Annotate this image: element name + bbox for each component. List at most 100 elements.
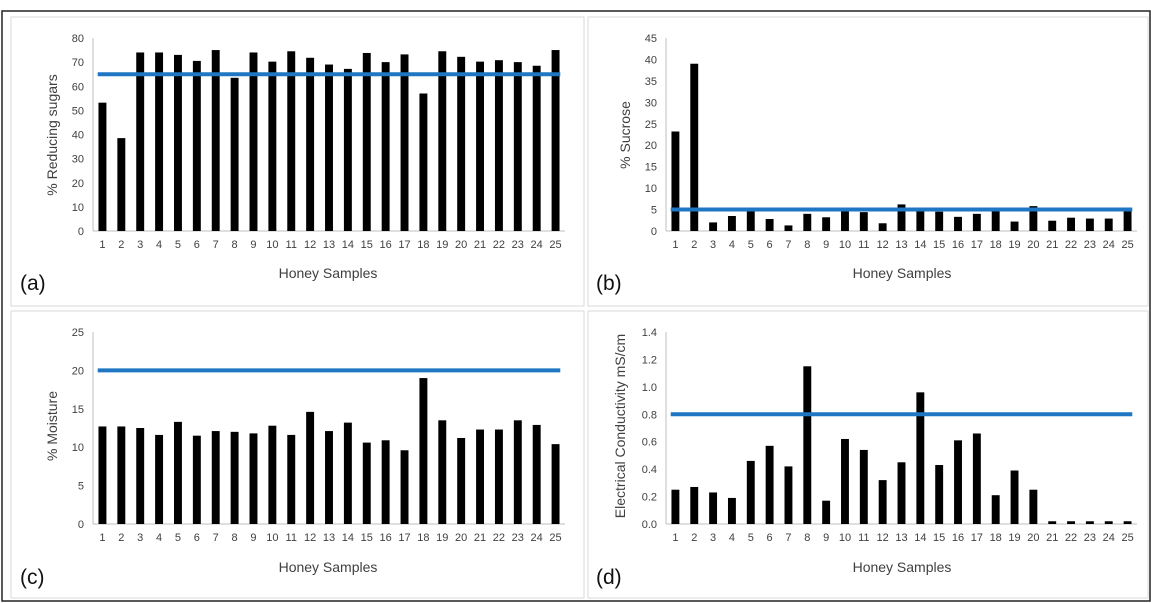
bar	[494, 429, 503, 524]
x-tick-label: 22	[1065, 239, 1077, 251]
y-tick-label: 30	[645, 97, 657, 109]
bar	[551, 444, 560, 524]
bar	[916, 209, 925, 231]
bar	[746, 210, 755, 231]
x-tick-label: 7	[213, 532, 219, 544]
x-tick-label: 3	[710, 239, 716, 251]
x-tick-label: 12	[877, 239, 889, 251]
x-tick-label: 8	[232, 239, 238, 251]
x-tick-label: 5	[175, 239, 181, 251]
x-tick-label: 14	[914, 239, 926, 251]
x-tick-label: 21	[1046, 532, 1058, 544]
y-tick-label: 0	[78, 519, 84, 531]
bar	[155, 434, 164, 524]
bar	[362, 442, 371, 524]
x-tick-label: 16	[380, 239, 392, 251]
bar	[98, 102, 107, 231]
bar	[746, 460, 755, 524]
bar	[784, 225, 793, 231]
x-tick-label: 9	[250, 239, 256, 251]
bar	[343, 422, 352, 524]
x-tick-label: 19	[436, 532, 448, 544]
x-tick-label: 17	[971, 532, 983, 544]
bar	[972, 433, 981, 524]
bar	[1104, 218, 1113, 231]
x-tick-label: 11	[286, 239, 297, 251]
bar	[381, 440, 390, 524]
y-tick-label: 30	[72, 154, 84, 166]
bar	[325, 64, 333, 231]
x-tick-label: 22	[493, 532, 505, 544]
x-tick-label: 20	[1027, 239, 1039, 251]
bar	[1123, 521, 1132, 524]
x-tick-label: 23	[1084, 532, 1096, 544]
x-tick-label: 10	[266, 532, 278, 544]
bar	[935, 211, 944, 231]
x-tick-label: 17	[398, 239, 410, 251]
bar	[438, 420, 447, 524]
y-tick-label: 45	[645, 33, 657, 45]
bar	[211, 50, 220, 232]
y-tick-label: 40	[72, 130, 84, 142]
bar	[803, 366, 812, 524]
y-tick-label: 0.8	[642, 409, 657, 421]
bar	[230, 77, 239, 231]
x-tick-label: 3	[137, 239, 143, 251]
bar	[306, 57, 315, 231]
bar	[671, 489, 680, 524]
y-tick-label: 0	[78, 226, 84, 238]
bar	[400, 450, 409, 524]
x-tick-label: 7	[213, 239, 219, 251]
x-tick-label: 14	[342, 532, 354, 544]
y-tick-label: 80	[72, 33, 84, 45]
y-tick-label: 60	[72, 81, 84, 93]
x-tick-label: 3	[137, 532, 143, 544]
bar	[155, 52, 164, 231]
y-tick-label: 40	[645, 54, 657, 66]
y-tick-label: 1.4	[642, 327, 657, 339]
x-tick-label: 13	[895, 532, 907, 544]
x-tick-label: 20	[455, 239, 467, 251]
bar	[249, 52, 258, 231]
bar	[494, 60, 503, 231]
y-tick-label: 5	[651, 205, 657, 217]
x-tick-label: 2	[118, 239, 124, 251]
y-axis-title: Electrical Conductivity mS/cm	[612, 334, 628, 518]
x-tick-label: 15	[361, 239, 373, 251]
bar	[381, 62, 390, 232]
x-tick-label: 18	[417, 532, 429, 544]
y-tick-label: 25	[72, 327, 84, 339]
x-tick-label: 12	[877, 532, 889, 544]
x-tick-label: 10	[266, 239, 278, 251]
x-tick-label: 24	[1103, 239, 1115, 251]
bar	[230, 431, 239, 524]
bar	[784, 466, 793, 524]
y-tick-label: 0	[651, 226, 657, 238]
x-tick-label: 11	[286, 532, 297, 544]
x-tick-label: 18	[417, 239, 429, 251]
bar	[765, 445, 774, 524]
bar	[419, 378, 428, 524]
x-tick-label: 25	[549, 532, 561, 544]
bar	[192, 60, 201, 231]
bar	[476, 61, 485, 231]
x-tick-label: 4	[729, 532, 735, 544]
bar	[1010, 221, 1019, 231]
bar	[476, 429, 485, 524]
x-tick-label: 2	[691, 532, 697, 544]
bar	[859, 212, 868, 231]
x-tick-label: 25	[1121, 532, 1133, 544]
bar	[822, 500, 831, 524]
bar	[954, 216, 962, 231]
bar	[532, 65, 541, 232]
x-tick-label: 8	[804, 239, 810, 251]
bar	[935, 465, 944, 524]
x-tick-label: 13	[895, 239, 907, 251]
x-tick-label: 17	[398, 532, 410, 544]
x-tick-label: 5	[175, 532, 181, 544]
x-tick-label: 6	[767, 532, 773, 544]
bar	[897, 204, 906, 231]
bar	[287, 434, 296, 524]
